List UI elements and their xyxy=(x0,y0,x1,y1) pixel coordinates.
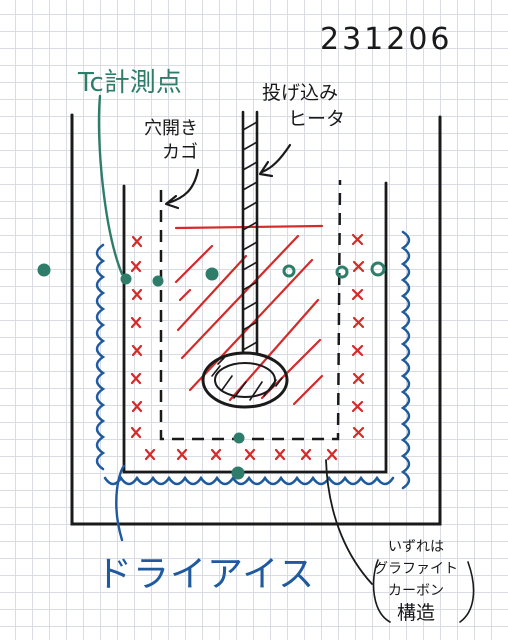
cage-label-line-2: カゴ xyxy=(162,142,198,163)
immersion-heater xyxy=(201,110,289,409)
graphite-note-line-1: いずれは xyxy=(388,539,444,555)
graphite-leader-line xyxy=(325,459,373,585)
cage-label-line-1: 穴開き xyxy=(144,118,198,139)
dry-ice-label: ドライアイス xyxy=(96,554,316,595)
graphite-note-line-2: グラファイト xyxy=(374,561,458,577)
sample-x-marks xyxy=(130,233,365,461)
perforated-cage xyxy=(159,179,342,441)
heater-label-line-1: 投げ込み xyxy=(262,82,339,104)
heater-label: 投げ込み ヒータ xyxy=(262,80,345,132)
heater-leader-line xyxy=(258,143,292,178)
graphite-note-line-4: 構造 xyxy=(396,602,435,624)
dry-ice-right xyxy=(400,230,411,490)
thermocouple-points xyxy=(37,261,386,480)
dry-ice-bottom xyxy=(103,475,395,486)
cage-label: 穴開き カゴ xyxy=(140,117,198,165)
dry-ice-left xyxy=(95,243,106,471)
date-label: 231206 xyxy=(320,22,453,57)
dry-ice-leader-line xyxy=(115,464,126,542)
thermocouple-label: Tc計測点 xyxy=(78,68,182,98)
outer-container xyxy=(70,113,442,526)
graphite-note-line-3: カーボン xyxy=(388,583,444,599)
graphite-note: いずれは グラファイト カーボン 構造 xyxy=(374,536,458,624)
sample-hatching xyxy=(174,224,324,406)
inner-vessel xyxy=(122,181,388,474)
cage-leader-line xyxy=(164,168,200,210)
tc-leader-line xyxy=(97,94,124,276)
graphite-note-bracket xyxy=(372,559,475,623)
heater-label-line-2: ヒータ xyxy=(288,108,346,130)
